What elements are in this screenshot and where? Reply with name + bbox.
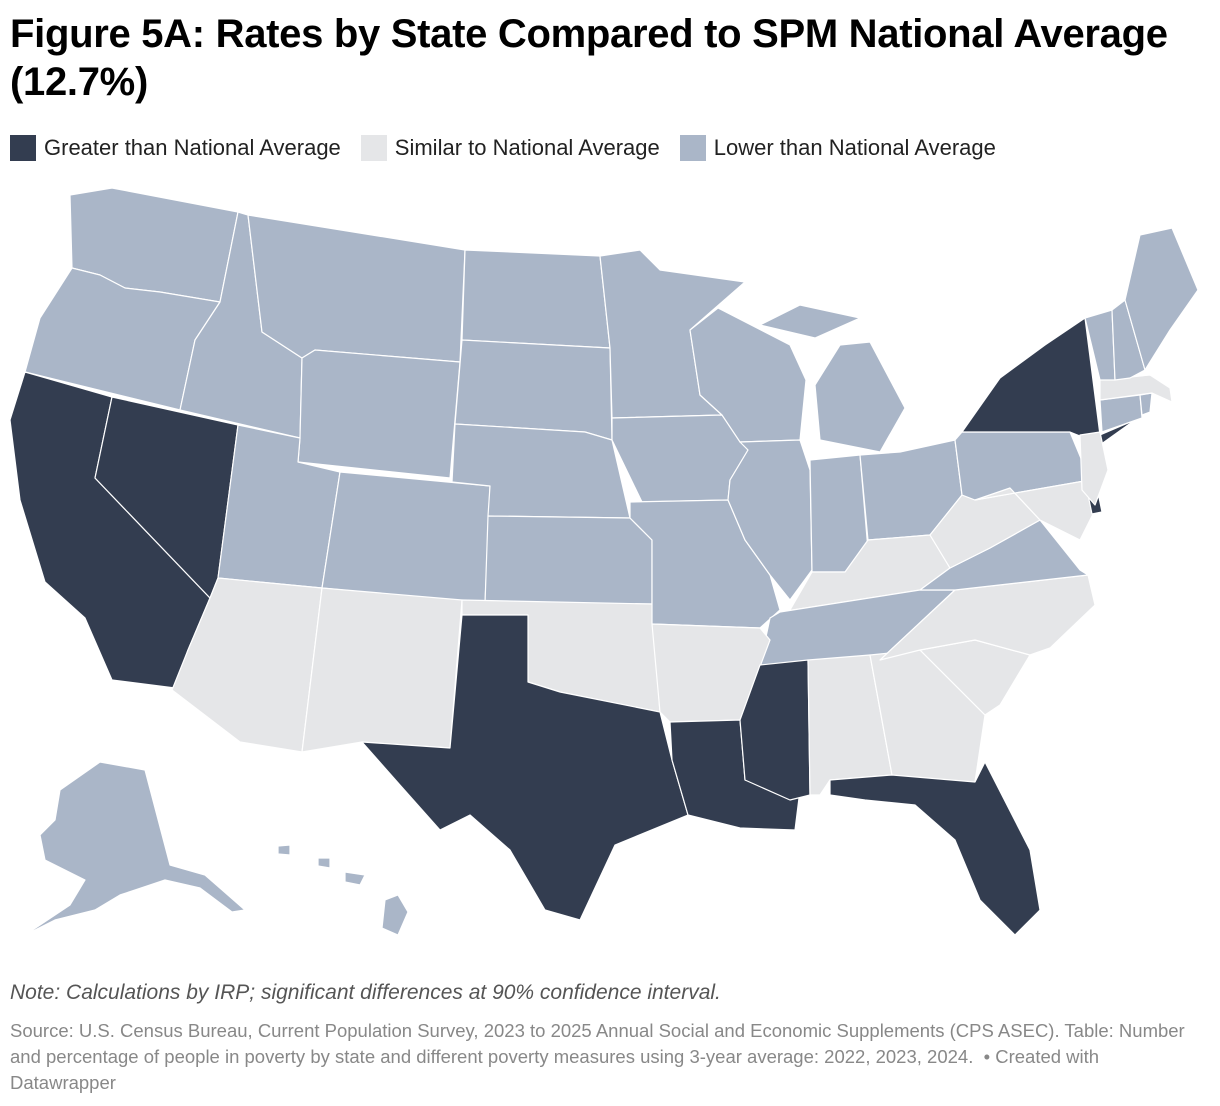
state-maine[interactable] (1124, 227, 1199, 371)
chart-source: Source: U.S. Census Bureau, Current Popu… (10, 1018, 1210, 1096)
legend-label-similar: Similar to National Average (394, 135, 660, 160)
legend-item-lower: Lower than National Average (679, 135, 996, 161)
state-montana[interactable] (247, 214, 466, 363)
state-new-york[interactable] (961, 317, 1136, 446)
state-illinois[interactable] (727, 439, 813, 601)
legend-item-greater: Greater than National Average (10, 135, 341, 161)
legend-swatch-greater (10, 135, 36, 161)
datawrapper-credit[interactable]: • Created with Datawrapper (10, 1046, 1100, 1093)
chart-title: Figure 5A: Rates by State Compared to SP… (10, 12, 1168, 104)
source-text: Source: U.S. Census Bureau, Current Popu… (10, 1020, 1185, 1067)
state-colorado[interactable] (321, 471, 491, 605)
legend: Greater than National Average Similar to… (10, 133, 1016, 163)
state-massachusetts[interactable] (1099, 374, 1173, 403)
state-texas[interactable] (361, 614, 689, 921)
state-florida[interactable] (829, 761, 1041, 936)
legend-item-similar: Similar to National Average (360, 135, 660, 161)
state-north-dakota[interactable] (461, 249, 611, 349)
state-alaska[interactable] (24, 761, 246, 936)
state-new-jersey[interactable] (1079, 431, 1109, 506)
legend-swatch-similar (360, 135, 387, 161)
state-michigan[interactable] (759, 304, 906, 453)
state-iowa[interactable] (611, 414, 749, 503)
state-new-mexico[interactable] (301, 587, 463, 753)
state-hawaii[interactable] (277, 844, 409, 936)
legend-swatch-lower (679, 135, 706, 161)
state-wyoming[interactable] (297, 349, 461, 479)
state-new-hampshire[interactable] (1111, 299, 1146, 381)
state-kansas[interactable] (484, 515, 653, 605)
chart-note: Note: Calculations by IRP; significant d… (10, 981, 721, 1004)
legend-label-lower: Lower than National Average (713, 135, 996, 160)
us-state-map (9, 187, 1199, 936)
state-rhode-island[interactable] (1139, 392, 1153, 416)
legend-label-greater: Greater than National Average (44, 135, 341, 160)
